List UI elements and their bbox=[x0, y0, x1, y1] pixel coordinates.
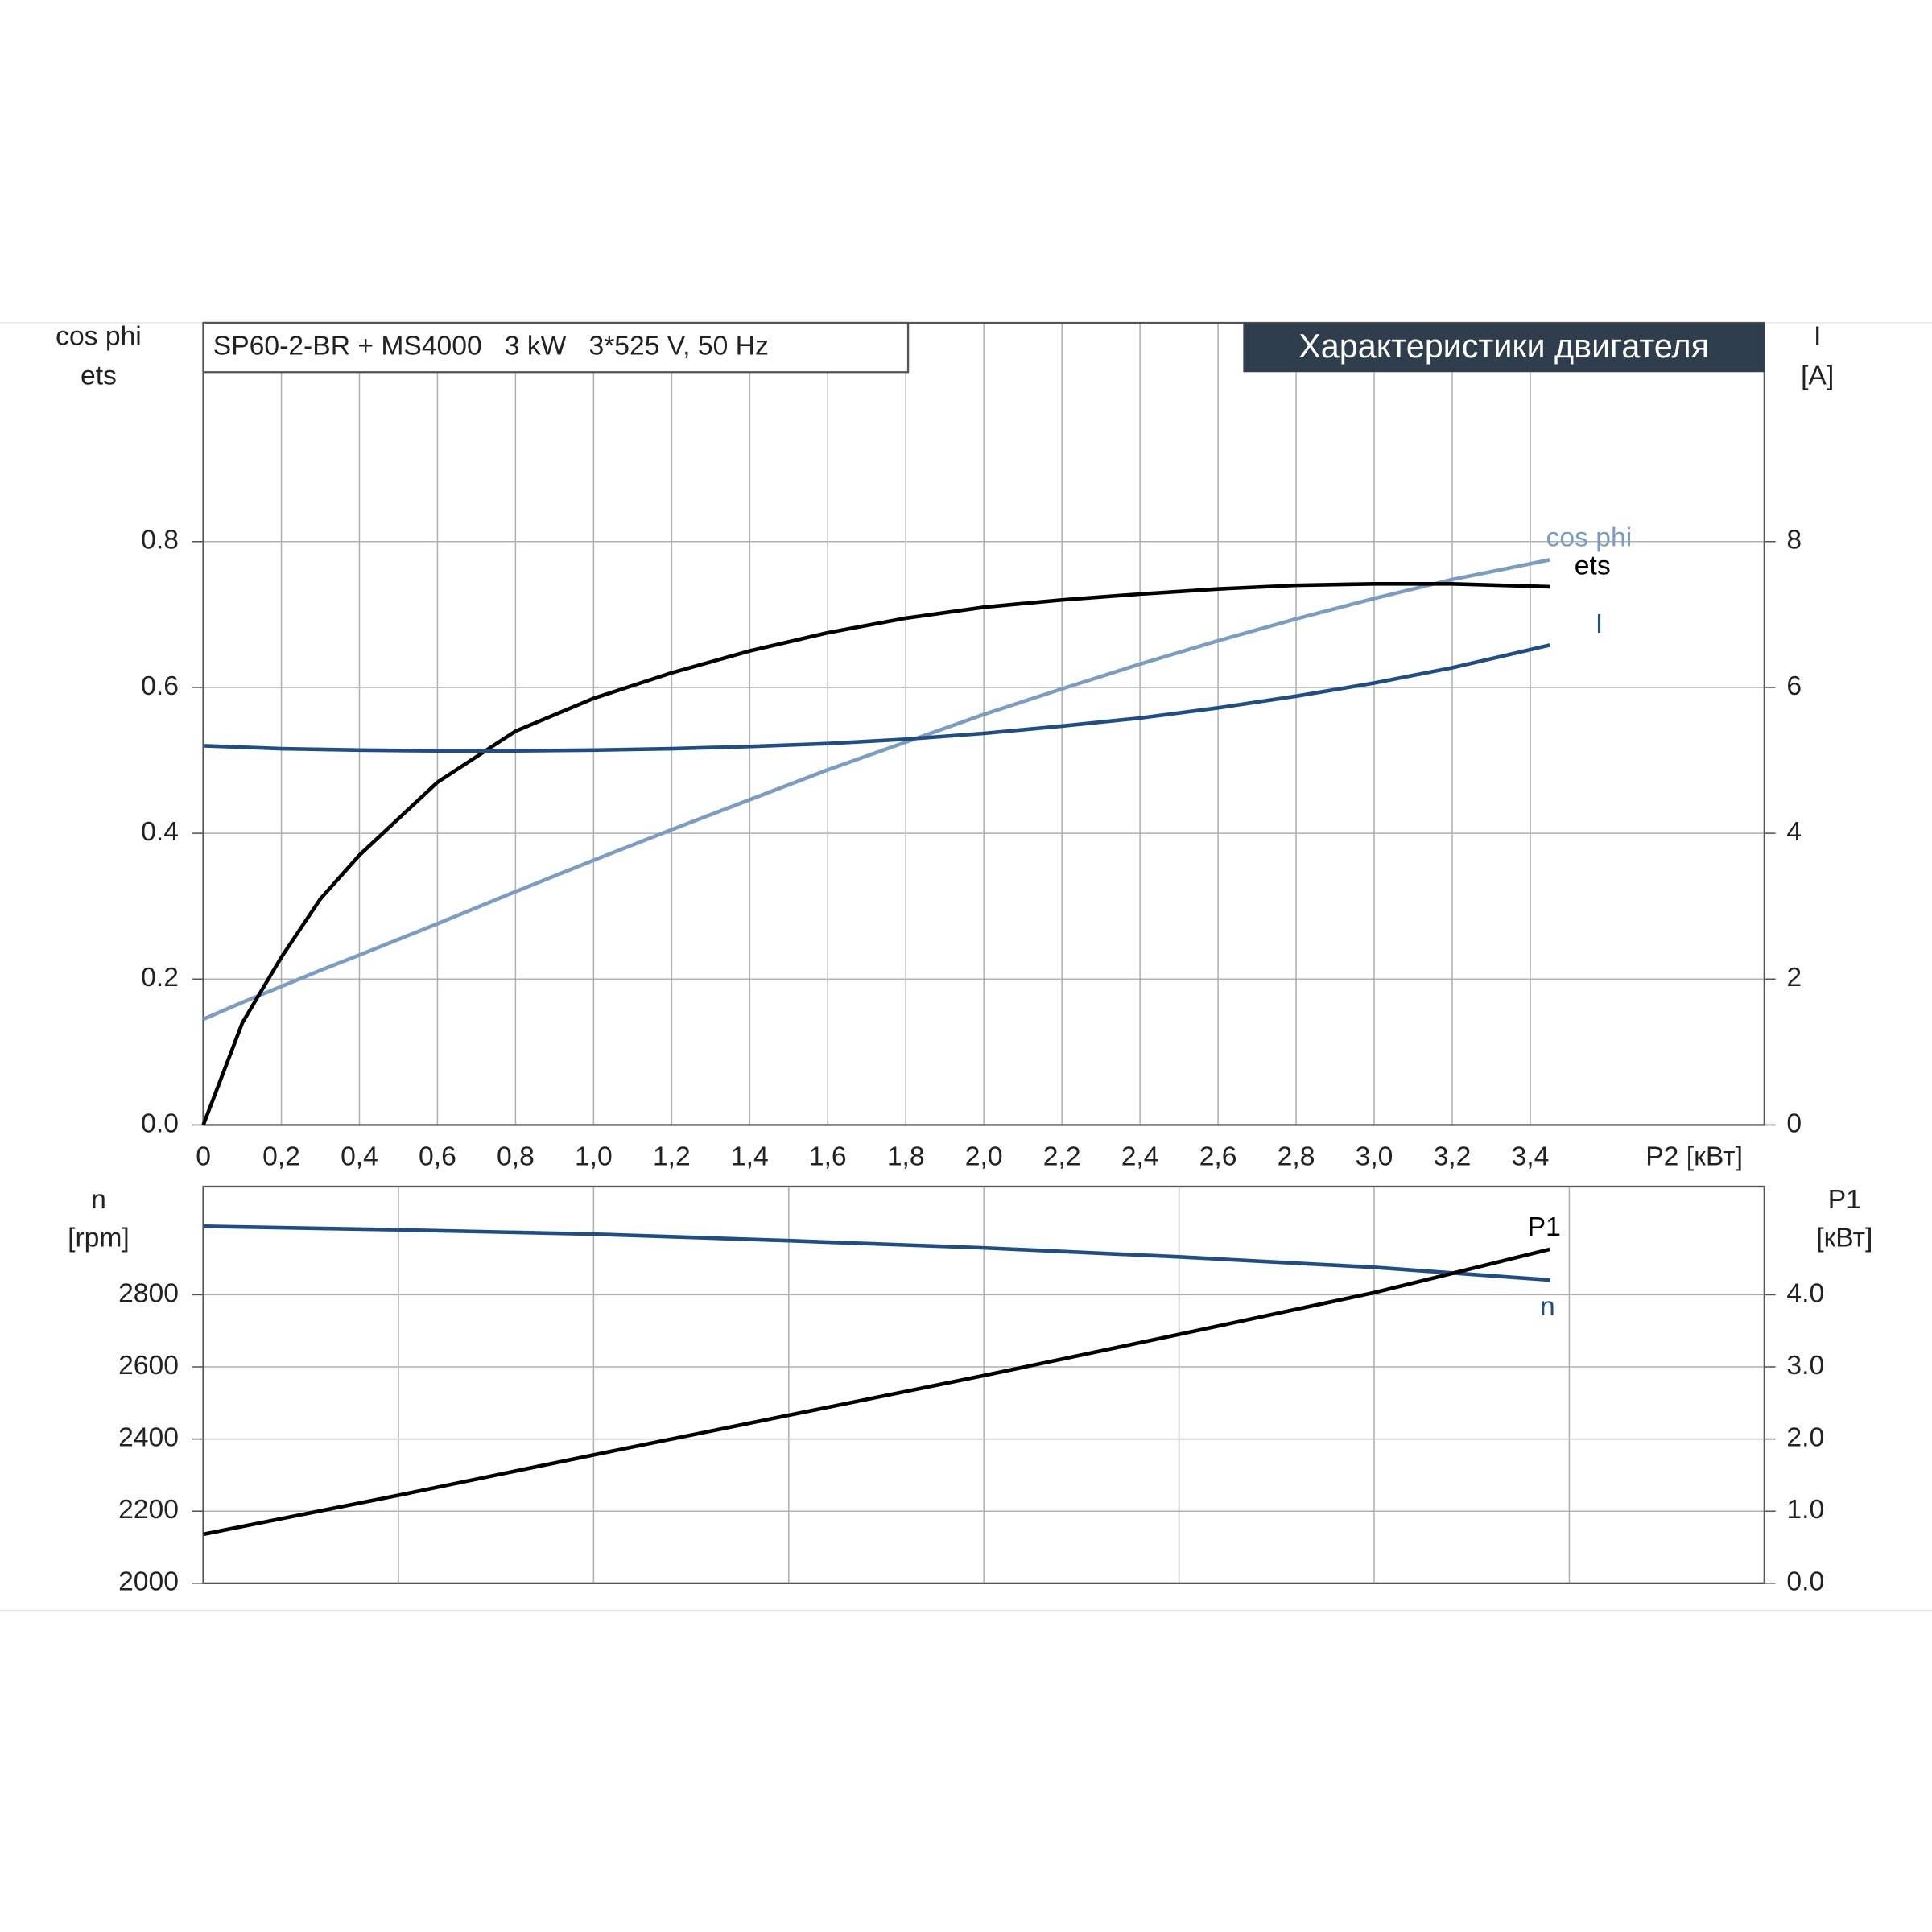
y2-tick-label: 2.0 bbox=[1786, 1423, 1824, 1453]
series-label: I bbox=[1596, 609, 1603, 639]
plot-frame bbox=[202, 1185, 1765, 1584]
y-tick-label: 0.2 bbox=[141, 963, 179, 993]
y2-tick-label: 0 bbox=[1786, 1108, 1802, 1138]
y2-tick-label: 0.0 bbox=[1786, 1567, 1824, 1597]
y-tick-label: 2000 bbox=[118, 1567, 179, 1597]
x-axis-label: P2 [кВт] bbox=[1645, 1142, 1743, 1172]
y-tick-label: 0.6 bbox=[141, 671, 179, 701]
x-tick-label: 2,0 bbox=[965, 1142, 1003, 1172]
y-axis-label: cos phi bbox=[56, 321, 142, 351]
x-tick-label: 2,8 bbox=[1278, 1142, 1315, 1172]
series-label: n bbox=[1540, 1292, 1555, 1322]
x-tick-label: 2,6 bbox=[1199, 1142, 1237, 1172]
chart-title: SP60-2-BR + MS4000 3 kW 3*525 V, 50 Hz bbox=[213, 332, 769, 361]
y-tick-label: 0.0 bbox=[141, 1108, 179, 1138]
y2-axis-label: I bbox=[1814, 321, 1821, 351]
x-tick-label: 1,2 bbox=[653, 1142, 691, 1172]
y2-tick-label: 2 bbox=[1786, 963, 1802, 993]
y-tick-label: 0.8 bbox=[141, 526, 179, 555]
x-tick-label: 1,4 bbox=[731, 1142, 769, 1172]
y-tick-label: 2800 bbox=[118, 1278, 179, 1308]
y2-axis-label: [кВт] bbox=[1816, 1224, 1872, 1253]
x-tick-label: 0,4 bbox=[341, 1142, 378, 1172]
y-axis-label: ets bbox=[80, 361, 117, 390]
series-line bbox=[203, 643, 1550, 753]
x-tick-label: 0 bbox=[196, 1142, 211, 1172]
y2-tick-label: 4.0 bbox=[1786, 1278, 1824, 1308]
x-tick-label: 1,0 bbox=[575, 1142, 613, 1172]
title-box bbox=[202, 321, 910, 374]
series-label: cos phi bbox=[1546, 522, 1633, 552]
y2-tick-label: 6 bbox=[1786, 671, 1802, 701]
y2-axis-label: P1 bbox=[1828, 1185, 1861, 1215]
y-tick-label: 2200 bbox=[118, 1495, 179, 1525]
series-line bbox=[203, 1224, 1550, 1282]
header-box bbox=[1243, 323, 1765, 373]
y2-axis-label: [A] bbox=[1801, 361, 1834, 390]
x-tick-label: 0,6 bbox=[419, 1142, 456, 1172]
y2-tick-label: 4 bbox=[1786, 817, 1802, 847]
y-tick-label: 2400 bbox=[118, 1423, 179, 1453]
y2-tick-label: 3.0 bbox=[1786, 1351, 1824, 1381]
series-label: ets bbox=[1575, 551, 1611, 580]
x-tick-label: 3,0 bbox=[1356, 1142, 1393, 1172]
x-tick-label: 0,8 bbox=[497, 1142, 535, 1172]
x-tick-label: 2,2 bbox=[1043, 1142, 1081, 1172]
x-tick-label: 1,8 bbox=[887, 1142, 925, 1172]
x-tick-label: 3,2 bbox=[1434, 1142, 1472, 1172]
series-line bbox=[202, 558, 1550, 1022]
x-tick-label: 0,2 bbox=[262, 1142, 300, 1172]
x-tick-label: 3,4 bbox=[1512, 1142, 1550, 1172]
y-tick-label: 2600 bbox=[118, 1351, 179, 1381]
y-axis-label: [rpm] bbox=[68, 1224, 130, 1253]
series-line bbox=[201, 582, 1550, 1126]
y-axis-label: n bbox=[91, 1185, 106, 1215]
x-tick-label: 1,6 bbox=[809, 1142, 847, 1172]
series-label: P1 bbox=[1528, 1212, 1561, 1242]
y2-tick-label: 1.0 bbox=[1786, 1495, 1824, 1525]
y2-tick-label: 8 bbox=[1786, 526, 1802, 555]
y-tick-label: 0.4 bbox=[141, 817, 179, 847]
x-tick-label: 2,4 bbox=[1121, 1142, 1159, 1172]
plot-frame bbox=[202, 321, 1765, 1126]
series-line bbox=[203, 1247, 1550, 1537]
chart-header: Характеристики двигателя bbox=[1298, 328, 1709, 365]
